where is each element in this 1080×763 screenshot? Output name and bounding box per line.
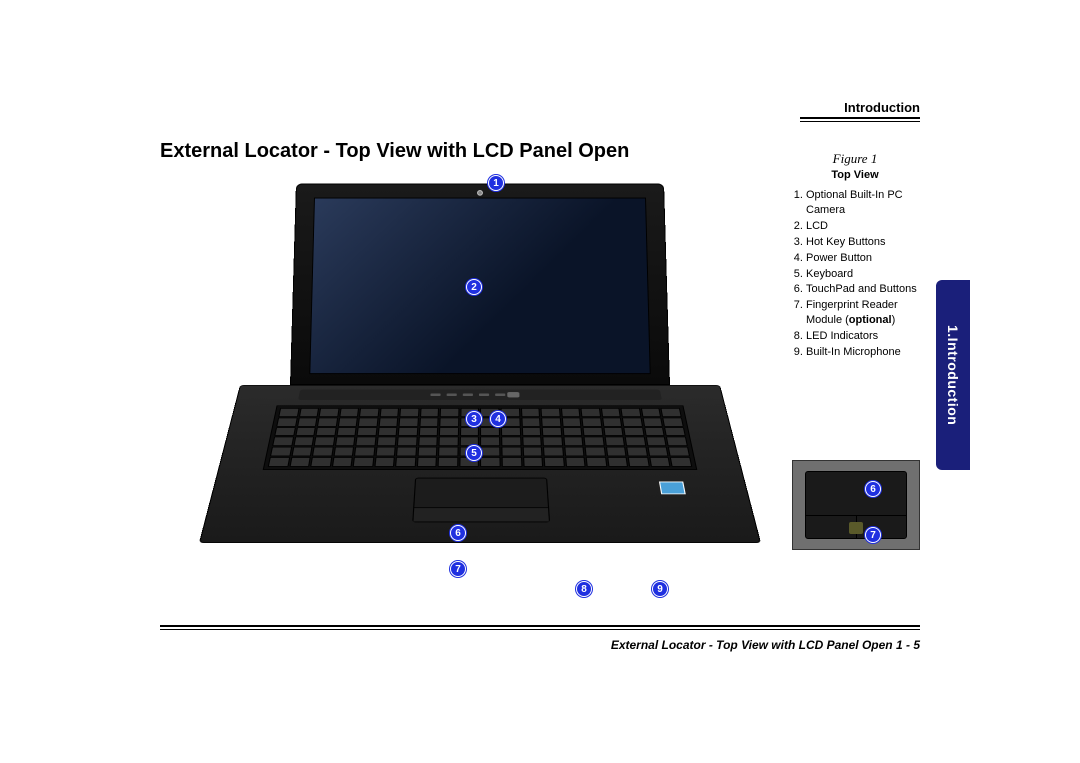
inset-marker-6: 6 [865,481,881,497]
hotkey-buttons [430,393,505,396]
fingerprint-reader-icon [473,511,489,519]
touchpad-closeup [805,471,907,539]
fingerprint-reader-closeup-icon [849,522,863,534]
header-rule [800,117,920,122]
legend-item: Hot Key Buttons [806,235,920,250]
figure-label: Figure 1 [790,150,920,168]
touchpad [412,478,550,523]
section-label: Introduction [800,100,920,115]
section-header: Introduction [800,100,920,122]
callout-marker-8: 8 [576,581,592,597]
callout-marker-3: 3 [466,411,482,427]
chapter-thumb-tab: 1.Introduction [936,280,970,470]
callout-marker-1: 1 [488,175,504,191]
legend-item: Keyboard [806,267,920,282]
legend-item: LED Indicators [806,329,920,344]
power-button-icon [507,392,519,397]
legend-item: TouchPad and Buttons [806,282,920,297]
footer-rule [160,625,920,630]
button-divider [856,516,857,538]
thumb-tab-label: 1.Introduction [945,325,961,425]
callout-marker-5: 5 [466,445,482,461]
manual-page: Introduction External Locator - Top View… [160,100,920,660]
callout-marker-6: 6 [450,525,466,541]
callout-marker-2: 2 [466,279,482,295]
footer-text: External Locator - Top View with LCD Pan… [611,638,920,652]
camera-icon [477,190,483,196]
touchpad-inset: 6 7 [792,460,920,550]
legend-panel: Figure 1 Top View Optional Built-In PC C… [790,150,920,361]
figure-title: Top View [790,168,920,183]
inset-marker-7: 7 [865,527,881,543]
legend-item: Fingerprint Reader Module (optional) [806,298,920,328]
legend-list: Optional Built-In PC CameraLCDHot Key Bu… [790,188,920,359]
sticker-icon [659,482,686,495]
legend-item: LCD [806,219,920,234]
callout-marker-4: 4 [490,411,506,427]
laptop-illustration: 1 2 3 4 5 6 7 8 9 [240,175,720,605]
legend-item: Optional Built-In PC Camera [806,188,920,218]
laptop-figure: 1 2 3 4 5 6 7 8 9 [240,175,720,605]
callout-marker-7: 7 [450,561,466,577]
callout-marker-9: 9 [652,581,668,597]
legend-item: Power Button [806,251,920,266]
legend-item: Built-In Microphone [806,345,920,360]
laptop-base [199,385,761,543]
